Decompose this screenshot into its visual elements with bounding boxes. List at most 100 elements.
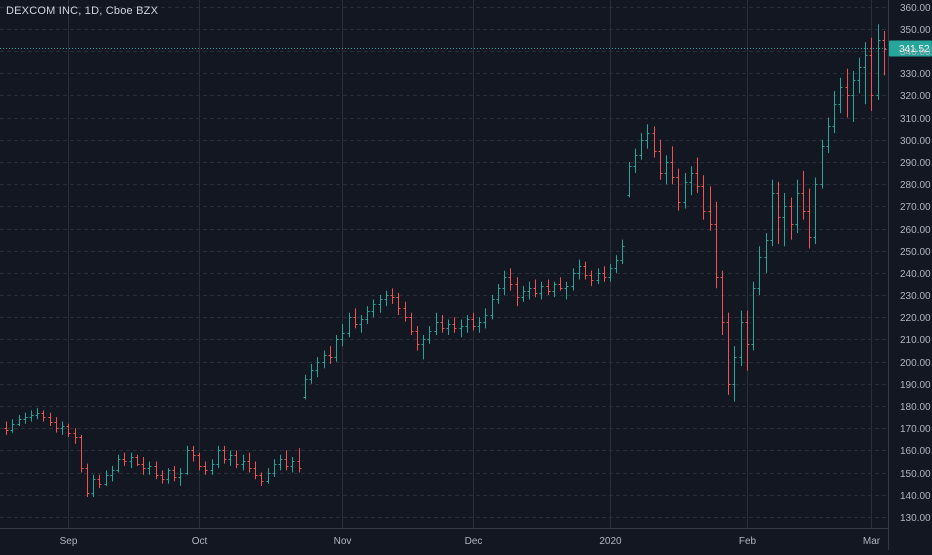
ohlc-bar (178, 468, 183, 486)
y-tick-label: 260.00 (900, 225, 931, 236)
ohlc-bar (41, 410, 46, 422)
ohlc-bar (17, 414, 22, 426)
ohlc-bar (48, 412, 53, 426)
ohlc-bar (66, 423, 71, 438)
ohlc-bar (502, 270, 507, 296)
ohlc-bar (147, 461, 152, 475)
ohlc-bar (421, 334, 426, 360)
ohlc-bar (353, 308, 358, 329)
y-tick-label: 300.00 (900, 136, 931, 147)
ohlc-bar (770, 179, 775, 247)
ohlc-bar (104, 470, 109, 486)
ohlc-bar (483, 308, 488, 329)
ohlc-bar (203, 461, 208, 475)
ohlc-bar (253, 461, 258, 480)
ohlc-bar (191, 445, 196, 462)
ohlc-bar (577, 259, 582, 280)
ohlc-bar (73, 428, 78, 444)
ohlc-bar (583, 261, 588, 280)
grid-lines (0, 0, 888, 528)
ohlc-bar (334, 334, 339, 362)
ohlc-bar (546, 279, 551, 296)
ohlc-bar (695, 157, 700, 194)
ohlc-bar (160, 470, 165, 484)
ohlc-bar (427, 326, 432, 344)
y-tick-label: 360.00 (900, 3, 931, 14)
ohlc-bar (110, 465, 115, 482)
ohlc-bar (620, 239, 625, 264)
ohlc-bar (795, 179, 800, 233)
ohlc-bar (869, 37, 874, 111)
ohlc-bar (608, 264, 613, 282)
ohlc-bar (838, 77, 843, 114)
y-tick-label: 150.00 (900, 469, 931, 480)
ohlc-bar (29, 410, 34, 422)
ohlc-bar (589, 270, 594, 287)
ohlc-bar (876, 24, 881, 100)
ohlc-bar (297, 448, 302, 473)
ohlc-bar (558, 277, 563, 291)
ohlc-bar (801, 170, 806, 220)
ohlc-bar (409, 312, 414, 335)
price-bars (4, 24, 887, 497)
ohlc-bar (278, 454, 283, 471)
ohlc-bar (782, 193, 787, 247)
chart-title: DEXCOM INC, 1D, Cboe BZX (6, 5, 159, 17)
ohlc-bar (309, 363, 314, 384)
ohlc-bar (571, 268, 576, 291)
ohlc-bar (359, 315, 364, 333)
ohlc-bar (172, 465, 177, 482)
y-tick-label: 320.00 (900, 91, 931, 102)
ohlc-bar (197, 452, 202, 471)
ohlc-bar (477, 317, 482, 333)
ohlc-bar (303, 374, 308, 400)
ohlc-bar (764, 232, 769, 273)
ohlc-bar (471, 312, 476, 331)
ohlc-bar (452, 317, 457, 333)
ohlc-bar (91, 474, 96, 497)
ohlc-bar (465, 315, 470, 333)
ohlc-bar (129, 452, 134, 469)
ohlc-bar (521, 286, 526, 302)
ohlc-bar (122, 452, 127, 466)
y-tick-label: 280.00 (900, 180, 931, 191)
ohlc-bar (328, 346, 333, 364)
ohlc-bar (166, 468, 171, 484)
y-tick-label: 210.00 (900, 335, 931, 346)
ohlc-bar (757, 246, 762, 296)
ohlc-bar (627, 161, 632, 198)
ohlc-bar (633, 148, 638, 174)
ohlc-bar (4, 421, 9, 435)
y-tick-label: 330.00 (900, 69, 931, 80)
ohlc-bar (23, 412, 28, 424)
ohlc-bar (185, 445, 190, 475)
ohlc-bar (85, 463, 90, 497)
ohlc-bar (79, 434, 84, 473)
y-tick-label: 200.00 (900, 358, 931, 369)
ohlc-bar (813, 177, 818, 245)
ohlc-bar (708, 186, 713, 231)
ohlc-bar (683, 173, 688, 209)
y-tick-label: 190.00 (900, 380, 931, 391)
ohlc-bar (228, 450, 233, 466)
ohlc-bar (459, 319, 464, 338)
ohlc-bar (384, 290, 389, 307)
ohlc-bar (54, 417, 59, 433)
ohlc-bar (272, 459, 277, 477)
y-tick-label: 230.00 (900, 291, 931, 302)
x-tick-label: Sep (60, 536, 78, 547)
ohlc-bar (234, 450, 239, 469)
ohlc-bar (564, 281, 569, 300)
ohlc-bar (116, 454, 121, 473)
ohlc-bar (378, 295, 383, 313)
ohlc-bar (141, 457, 146, 475)
ohlc-bar (347, 312, 352, 338)
ohlc-bar (670, 146, 675, 185)
ohlc-bar (135, 454, 140, 466)
ohlc-bar (241, 454, 246, 471)
ohlc-bar (216, 445, 221, 469)
ohlc-bar (689, 166, 694, 196)
